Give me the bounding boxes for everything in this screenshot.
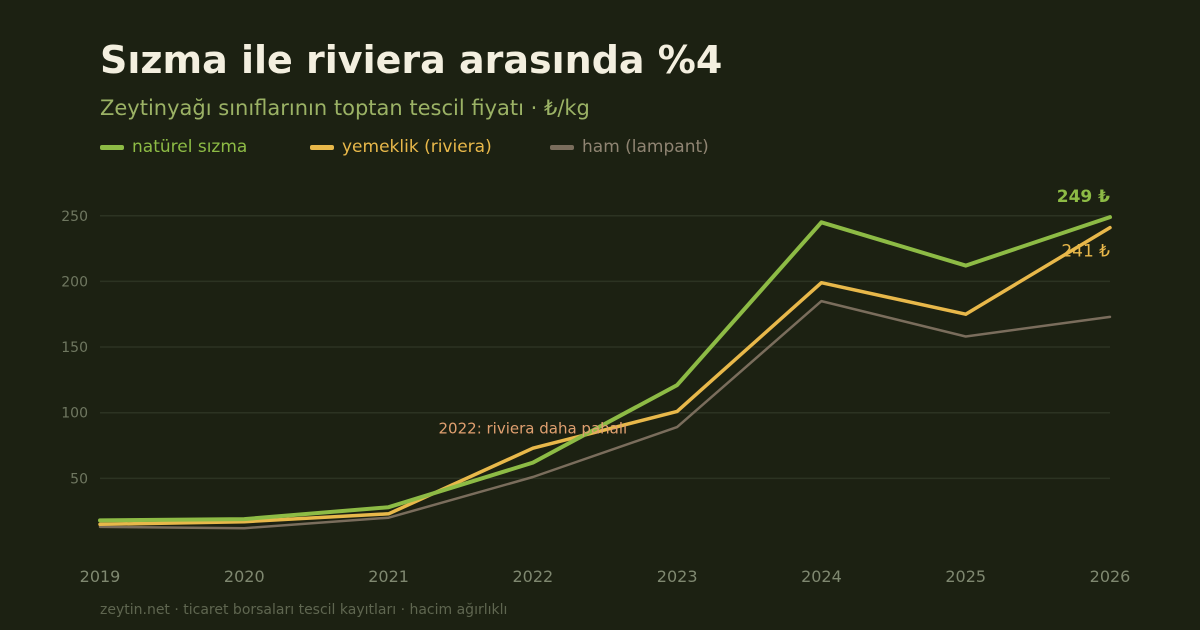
y-tick-label-100: 100 xyxy=(61,406,88,422)
x-tick-label-2020: 2020 xyxy=(224,567,265,586)
legend-item-ham: ham (lampant) xyxy=(550,137,709,157)
chart-title: Sızma ile riviera arasında %4 xyxy=(100,38,723,82)
series-line-2 xyxy=(98,299,1112,530)
x-tick-label-2026: 2026 xyxy=(1090,567,1131,586)
x-tick-label-2024: 2024 xyxy=(801,567,842,586)
y-tick-label-200: 200 xyxy=(61,274,88,290)
annotation-0: 2022: riviera daha pahalı xyxy=(439,419,628,437)
legend-item-naturel-sizma: natürel sızma xyxy=(100,137,247,157)
series-line-0 xyxy=(98,215,1112,523)
legend-label-ham: ham (lampant) xyxy=(582,137,709,157)
legend-swatch-yemeklik xyxy=(310,144,334,150)
y-tick-label-150: 150 xyxy=(61,340,88,356)
x-tick-label-2022: 2022 xyxy=(512,567,553,586)
x-tick-label-2019: 2019 xyxy=(80,567,121,586)
x-tick-label-2023: 2023 xyxy=(657,567,698,586)
x-tick-label-2025: 2025 xyxy=(945,567,986,586)
legend-item-yemeklik: yemeklik (riviera) xyxy=(310,137,492,157)
legend-label-yemeklik: yemeklik (riviera) xyxy=(342,137,492,157)
end-label-yemeklik: 241 ₺ xyxy=(1061,242,1110,262)
x-tick-label-2021: 2021 xyxy=(368,567,409,586)
end-label-naturel-sizma: 249 ₺ xyxy=(1057,187,1110,207)
series-line-1 xyxy=(98,225,1112,527)
y-tick-label-50: 50 xyxy=(70,471,88,487)
y-tick-label-250: 250 xyxy=(61,209,88,225)
chart-subtitle: Zeytinyağı sınıflarının toptan tescil fi… xyxy=(100,96,590,120)
legend-label-naturel-sizma: natürel sızma xyxy=(132,137,248,157)
source-footer: zeytin.net · ticaret borsaları tescil ka… xyxy=(100,602,508,618)
legend-swatch-ham xyxy=(550,144,574,150)
legend-swatch-naturel-sizma xyxy=(100,144,124,150)
